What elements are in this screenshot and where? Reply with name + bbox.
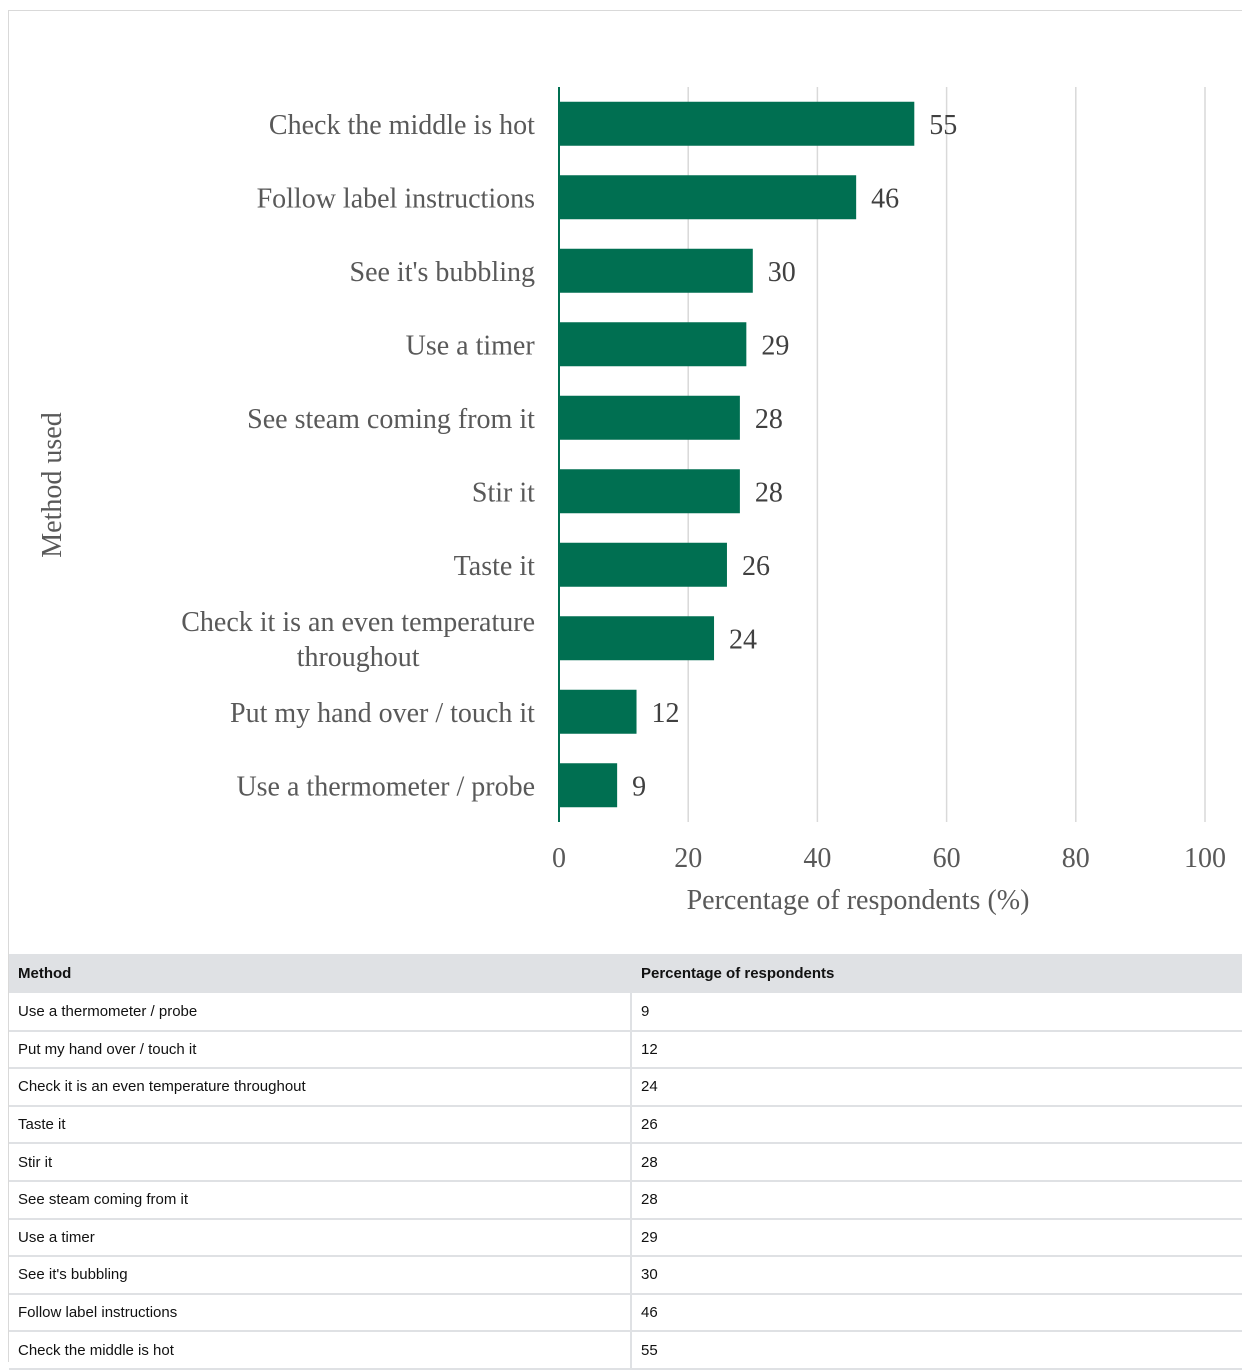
method-cell: Use a thermometer / probe (9, 993, 632, 1032)
category-label: Check it is an even temperature throughou… (181, 607, 535, 673)
category-label: Follow label instructions (257, 183, 535, 214)
bar-chart: 55 46 30 29 28 28 26 24 12 9 Check the middle is … (37, 87, 1226, 916)
percentage-cell: 55 (631, 1331, 1242, 1370)
bar (559, 101, 915, 146)
data-label: 24 (729, 624, 757, 655)
data-label: 29 (761, 330, 789, 361)
bar (559, 542, 727, 587)
method-cell: Follow label instructions (9, 1293, 632, 1333)
table-row: See steam coming from it 28 (9, 1180, 1242, 1220)
x-axis-title: Percentage of respondents (%) (687, 885, 1030, 916)
x-tick-label: 100 (1184, 843, 1226, 874)
data-label: 28 (755, 404, 783, 435)
bar (559, 689, 637, 734)
percentage-cell: 46 (631, 1293, 1242, 1333)
table-row: Stir it 28 (9, 1143, 1242, 1182)
table-row: Use a thermometer / probe 9 (9, 993, 1242, 1032)
percentage-cell: 24 (631, 1068, 1242, 1107)
percentage-cell: 30 (631, 1256, 1242, 1295)
data-table: Method Percentage of respondents Use a t… (9, 954, 1242, 1370)
table-row: Check the middle is hot 55 (9, 1331, 1242, 1370)
category-label: Stir it (472, 477, 535, 508)
x-tick-label: 20 (674, 843, 702, 874)
percentage-cell: 29 (631, 1218, 1242, 1258)
x-tick-label: 40 (803, 843, 831, 874)
x-tick-label: 80 (1062, 843, 1090, 874)
table-header-row: Method Percentage of respondents (9, 954, 1242, 993)
bar (559, 469, 740, 514)
bars: 55 46 30 29 28 28 26 24 12 9 (558, 87, 957, 822)
method-cell: See steam coming from it (9, 1180, 632, 1220)
category-label: Put my hand over / touch it (230, 698, 535, 729)
category-label: Use a timer (406, 330, 536, 361)
bar (559, 322, 747, 367)
method-cell: Stir it (9, 1143, 632, 1182)
category-label: Use a thermometer / probe (236, 771, 535, 802)
bar (559, 763, 618, 808)
category-label: Taste it (454, 551, 535, 582)
table-row: See it's bubbling 30 (9, 1256, 1242, 1295)
category-label: Check the middle is hot (269, 110, 535, 141)
table-row: Put my hand over / touch it 12 (9, 1030, 1242, 1070)
x-tick-label: 0 (552, 843, 566, 874)
figure-frame (8, 10, 1242, 1362)
percentage-cell: 9 (631, 993, 1242, 1032)
category-labels: Check the middle is hot Follow label inst… (181, 110, 535, 803)
percentage-cell: 26 (631, 1105, 1242, 1145)
table-row: Use a timer 29 (9, 1218, 1242, 1258)
percentage-cell: 28 (631, 1180, 1242, 1220)
bar (559, 616, 715, 661)
data-label: 30 (768, 257, 796, 288)
y-axis-title: Method used (37, 412, 68, 557)
x-tick-label: 60 (933, 843, 961, 874)
percentage-cell: 28 (631, 1143, 1242, 1182)
bar (559, 248, 753, 293)
column-header-percentage: Percentage of respondents (631, 954, 1242, 993)
data-label: 46 (871, 183, 899, 214)
method-cell: Use a timer (9, 1218, 632, 1258)
data-label: 28 (755, 477, 783, 508)
x-tick-labels: 0 20 40 60 80 100 (552, 843, 1226, 874)
data-label: 9 (632, 771, 646, 802)
category-label: See it's bubbling (350, 257, 536, 288)
method-cell: See it's bubbling (9, 1256, 632, 1295)
table-row: Taste it 26 (9, 1105, 1242, 1145)
bar (559, 175, 857, 220)
bar (559, 395, 740, 440)
method-cell: Taste it (9, 1105, 632, 1145)
data-label: 26 (742, 551, 770, 582)
method-cell: Put my hand over / touch it (9, 1030, 632, 1070)
column-header-method: Method (9, 954, 632, 993)
data-label: 12 (652, 698, 680, 729)
percentage-cell: 12 (631, 1030, 1242, 1070)
method-cell: Check the middle is hot (9, 1331, 632, 1370)
method-cell: Check it is an even temperature througho… (9, 1068, 632, 1107)
category-label: See steam coming from it (247, 404, 535, 435)
table-row: Check it is an even temperature througho… (9, 1068, 1242, 1107)
data-label: 55 (929, 110, 957, 141)
table-row: Follow label instructions 46 (9, 1293, 1242, 1333)
